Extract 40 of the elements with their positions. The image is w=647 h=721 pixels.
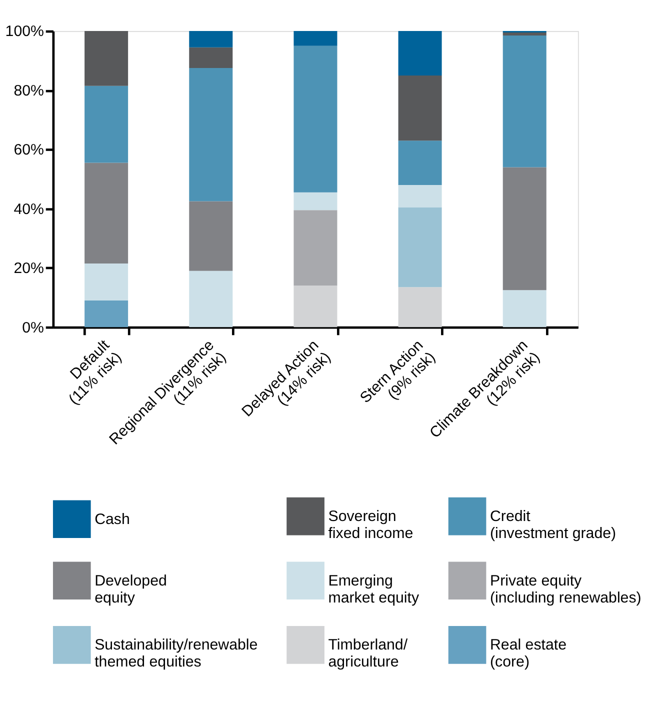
bar bbox=[84, 300, 128, 328]
bar bbox=[189, 31, 233, 48]
bar bbox=[84, 263, 128, 300]
bar bbox=[189, 47, 233, 68]
bar bbox=[189, 201, 233, 271]
y-tick-label: 80% bbox=[14, 82, 44, 100]
bar bbox=[84, 31, 128, 86]
y-tick-label: 20% bbox=[14, 260, 44, 278]
bar bbox=[294, 286, 338, 328]
legend-label: Cash bbox=[94, 510, 130, 528]
y-tick-label: 0% bbox=[22, 319, 44, 336]
bar bbox=[84, 86, 128, 163]
bar bbox=[189, 270, 233, 328]
bar bbox=[84, 162, 128, 264]
legend-label: Emerging market equity bbox=[328, 572, 420, 606]
bar bbox=[398, 75, 442, 141]
y-tick-label: 100% bbox=[5, 23, 44, 40]
bar bbox=[398, 31, 442, 76]
bar bbox=[502, 32, 546, 36]
bar bbox=[398, 287, 442, 328]
bar bbox=[189, 68, 233, 202]
bar bbox=[502, 290, 546, 328]
legend-label: Sovereign fixed income bbox=[328, 508, 414, 542]
bar bbox=[294, 210, 338, 286]
bar bbox=[502, 35, 546, 168]
bar bbox=[294, 46, 338, 192]
bar bbox=[398, 140, 442, 185]
bar bbox=[398, 184, 442, 208]
legend-label: Sustainability/renewable themed equities bbox=[94, 636, 258, 671]
bar bbox=[398, 207, 442, 288]
y-tick-label: 60% bbox=[14, 142, 44, 159]
legend-label: Timberland/ agriculture bbox=[328, 636, 408, 671]
legend-label: Developed equity bbox=[94, 572, 167, 606]
legend-label: Private equity (including renewables) bbox=[490, 572, 642, 606]
bar bbox=[294, 31, 338, 46]
legend-label: Real estate (core) bbox=[490, 636, 566, 671]
bar bbox=[294, 192, 338, 210]
y-tick-label: 40% bbox=[14, 200, 44, 218]
bar bbox=[502, 167, 546, 290]
legend-label: Credit (investment grade) bbox=[490, 508, 616, 542]
